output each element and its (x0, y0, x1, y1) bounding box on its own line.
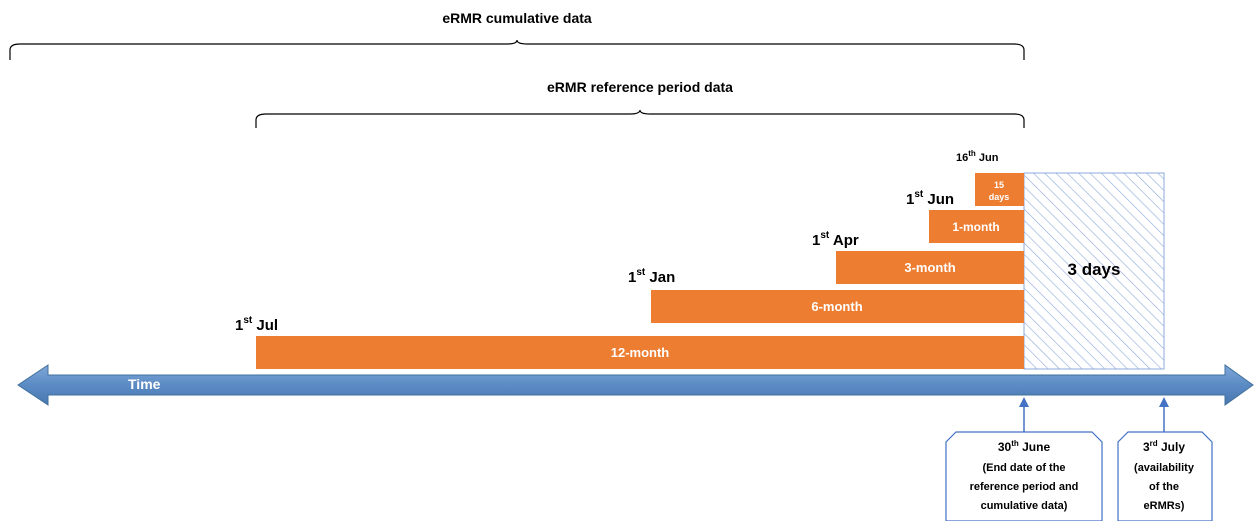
bar-6-month-label: 6-month (811, 299, 862, 314)
start-label-jan: 1st Jan (628, 267, 675, 286)
bar-15-days-label-line2: days (989, 192, 1010, 202)
bar-3-month-label: 3-month (904, 260, 955, 275)
bar-1-month (929, 210, 1024, 243)
three-day-gap-area (1023, 172, 1165, 370)
end-date-pointer-head (1019, 397, 1029, 407)
time-axis-label: Time (128, 376, 161, 392)
time-axis-arrow (17, 364, 1254, 406)
bar-15-days-label-line1: 15 (994, 180, 1004, 190)
start-label-jul: 1st Jul (235, 315, 278, 334)
start-date-labels: 1st Jul 1st Jan 1st Apr 1st Jun 16th Jun (235, 149, 999, 334)
start-label-jun-16: 16th Jun (956, 149, 999, 164)
cumulative-bracket (9, 39, 1025, 60)
bar-6-month (651, 290, 1024, 323)
reference-bracket-label: eRMR reference period data (547, 79, 733, 95)
start-label-apr: 1st Apr (812, 230, 859, 249)
bar-3-month (836, 251, 1024, 284)
availability-callout-line-2: of the (1149, 481, 1179, 493)
cumulative-bracket-label: eRMR cumulative data (442, 10, 592, 26)
start-label-jun-1: 1st Jun (906, 189, 954, 208)
bar-12-month (256, 336, 1024, 369)
bar-15-days (975, 173, 1024, 206)
bar-1-month-label: 1-month (952, 220, 999, 234)
availability-callout-line-3: eRMRs) (1144, 500, 1185, 512)
availability-pointer-head (1159, 397, 1169, 407)
bar-12-month-label: 12-month (611, 345, 670, 360)
end-date-callout-line-2: reference period and (970, 481, 1079, 493)
three-day-gap-label: 3 days (1068, 260, 1121, 279)
reference-bracket (255, 109, 1025, 128)
end-date-callout-line-3: cumulative data) (981, 500, 1068, 512)
end-date-callout-title: 30th June (998, 439, 1051, 454)
availability-callout-line-1: (availability (1134, 462, 1195, 474)
end-date-callout-line-1: (End date of the (982, 462, 1065, 474)
period-bars: 12-month 6-month 3-month 1-month 15 days (256, 173, 1024, 369)
availability-callout-title: 3rd July (1143, 439, 1185, 454)
